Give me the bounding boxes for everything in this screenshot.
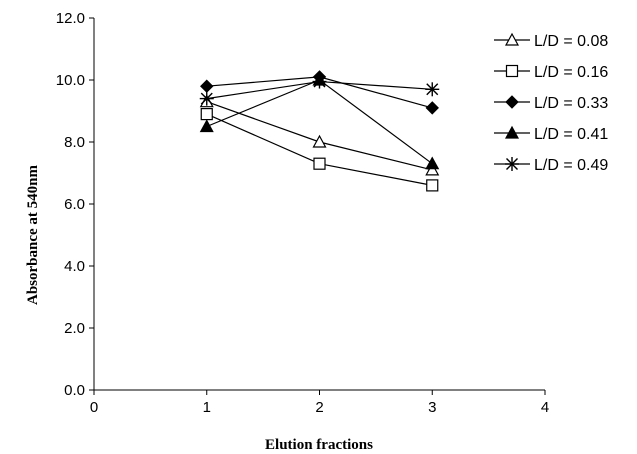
legend-item: L/D = 0.33 [494,95,608,112]
legend-marker [504,125,520,139]
y-axis-ticks: 0.0 2.0 4.0 6.0 8.0 10.0 12.0 [56,10,94,399]
series-markers [199,70,440,192]
data-point-series-4 [425,156,440,170]
legend-label: L/D = 0.49 [534,157,608,174]
y-tick-label: 2.0 [64,320,85,337]
data-point-series-1 [425,162,440,176]
y-axis-label: Absorbance at 540nm [25,165,41,306]
data-point-series-5 [312,74,327,89]
data-point-series-2 [426,179,439,192]
x-tick-label: 0 [90,399,98,416]
y-tick-label: 4.0 [64,258,85,275]
legend: L/D = 0.08 L/D = 0.16 L/D = 0.33 L/D = 0.41… [494,32,608,174]
series-line-2 [206,113,433,186]
data-point-series-5 [425,82,440,97]
series-line-4 [206,79,433,165]
x-axis-label: Elution fractions [265,437,373,453]
y-tick-label: 8.0 [64,134,85,151]
x-tick-label: 4 [541,399,549,416]
legend-item: L/D = 0.08 [494,32,608,50]
legend-label: L/D = 0.41 [534,126,608,143]
data-point-series-4 [199,119,214,133]
legend-label: L/D = 0.16 [534,64,608,81]
legend-item: L/D = 0.16 [494,64,608,81]
data-point-series-3 [425,101,439,115]
y-tick-label: 6.0 [64,196,85,213]
x-tick-label: 3 [428,399,436,416]
x-tick-label: 1 [203,399,211,416]
y-tick-label: 0.0 [64,382,85,399]
legend-marker [505,95,519,109]
y-tick-label: 12.0 [56,10,85,27]
data-point-series-1 [312,134,327,148]
y-tick-label: 10.0 [56,72,85,89]
legend-item: L/D = 0.41 [494,125,608,143]
legend-marker [505,64,519,78]
x-tick-label: 2 [315,399,323,416]
data-point-series-2 [200,107,213,121]
legend-label: L/D = 0.33 [534,95,608,112]
data-point-series-5 [199,91,214,106]
x-axis-ticks: 0 1 2 3 4 [90,390,549,416]
legend-item: L/D = 0.49 [494,157,608,174]
legend-label: L/D = 0.08 [534,33,608,50]
data-point-series-3 [200,79,214,93]
legend-marker [505,157,519,171]
data-point-series-2 [313,157,326,170]
legend-marker [504,32,520,46]
